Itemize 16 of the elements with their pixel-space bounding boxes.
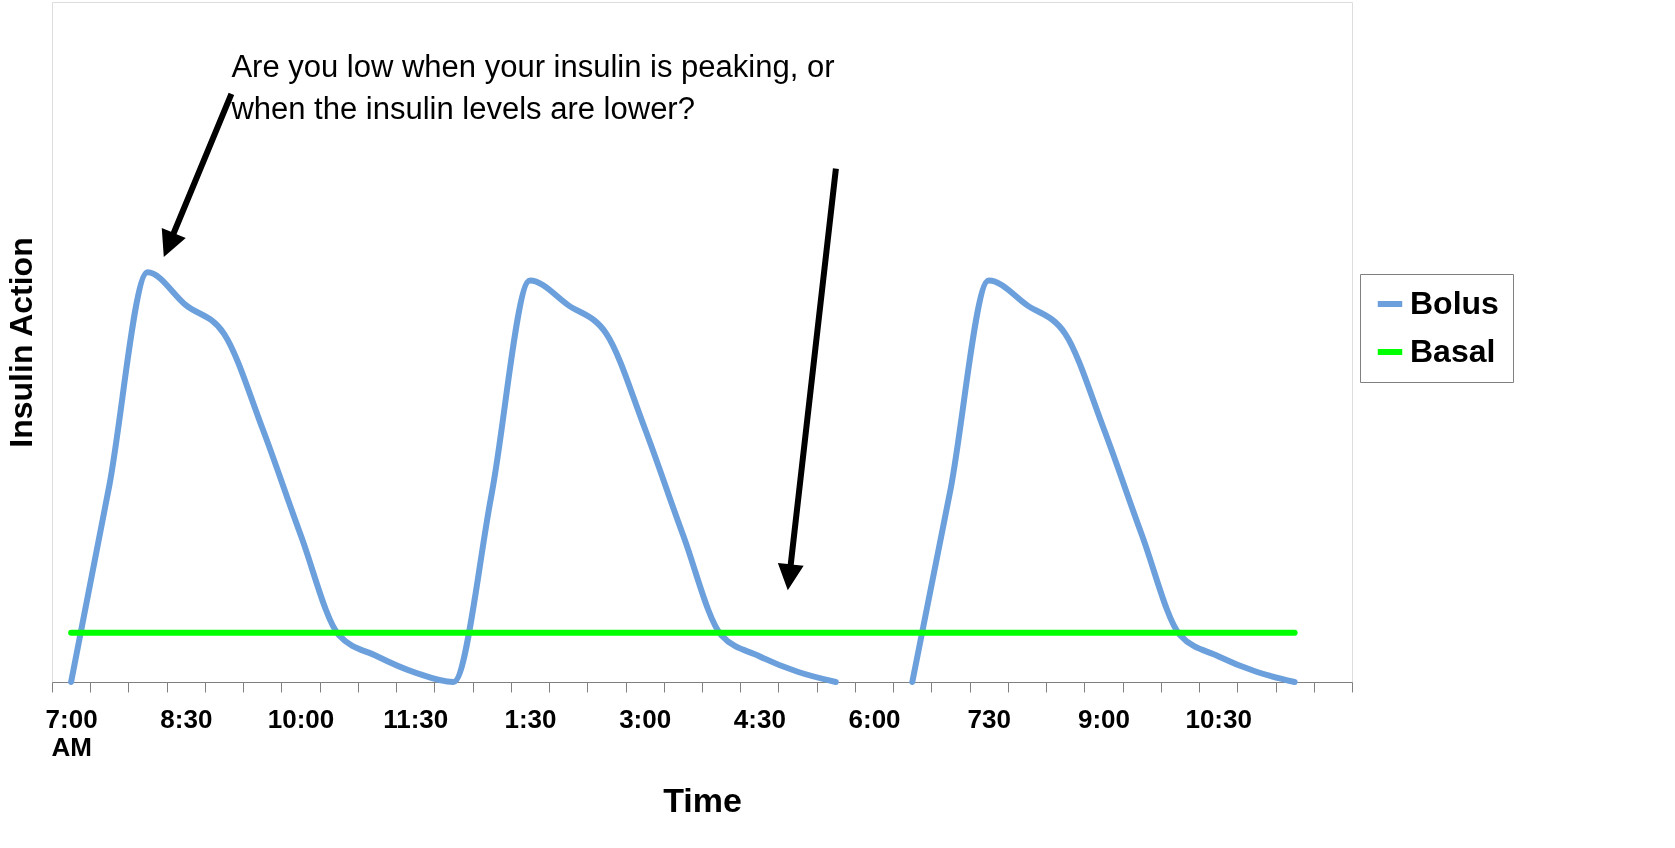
x-tick-label: 1:30 [504,703,557,734]
legend-label: Bolus [1410,285,1499,321]
text: Are you low when your insulin is peaking, or when the insulin levels are lower? [230,49,835,126]
x-tick-label: 7:00 AM [45,703,98,762]
x-tick-label: 4:30 [733,703,786,734]
x-tick-label: 9:00 [1077,703,1130,734]
x-axis-title: Time [663,780,742,819]
x-tick-label: 10:00 [267,703,335,734]
x-tick-label: 3:00 [619,703,672,734]
y-axis-title: Insulin Action [2,237,39,448]
x-tick-label: 11:30 [383,703,449,734]
legend-label: Basal [1410,333,1496,369]
x-tick-label: 6:00 [848,703,901,734]
x-tick-label: 10:30 [1185,703,1252,734]
x-tick-label: 8:30 [160,703,213,734]
x-tick-label: 730 [967,703,1011,734]
